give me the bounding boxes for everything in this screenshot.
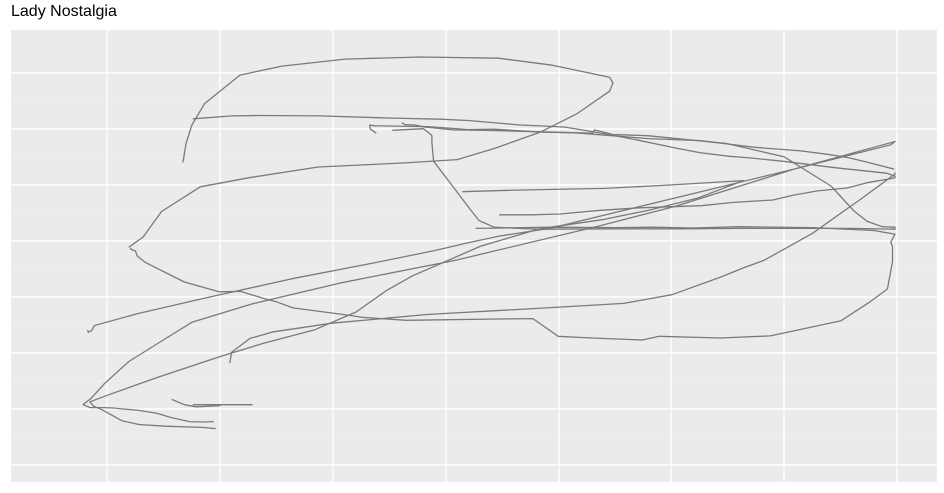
series-line: [171, 398, 221, 408]
series-line: [368, 124, 895, 170]
series-layer: [82, 56, 896, 430]
chart-title: Lady Nostalgia: [11, 3, 117, 20]
series-line: [128, 56, 614, 248]
series-line: [392, 121, 896, 230]
major-gridlines: [11, 30, 937, 482]
series-line: [192, 114, 896, 216]
series-line: [229, 172, 896, 364]
series-line: [82, 140, 896, 423]
series-line: [129, 226, 896, 341]
series-line: [89, 179, 745, 430]
